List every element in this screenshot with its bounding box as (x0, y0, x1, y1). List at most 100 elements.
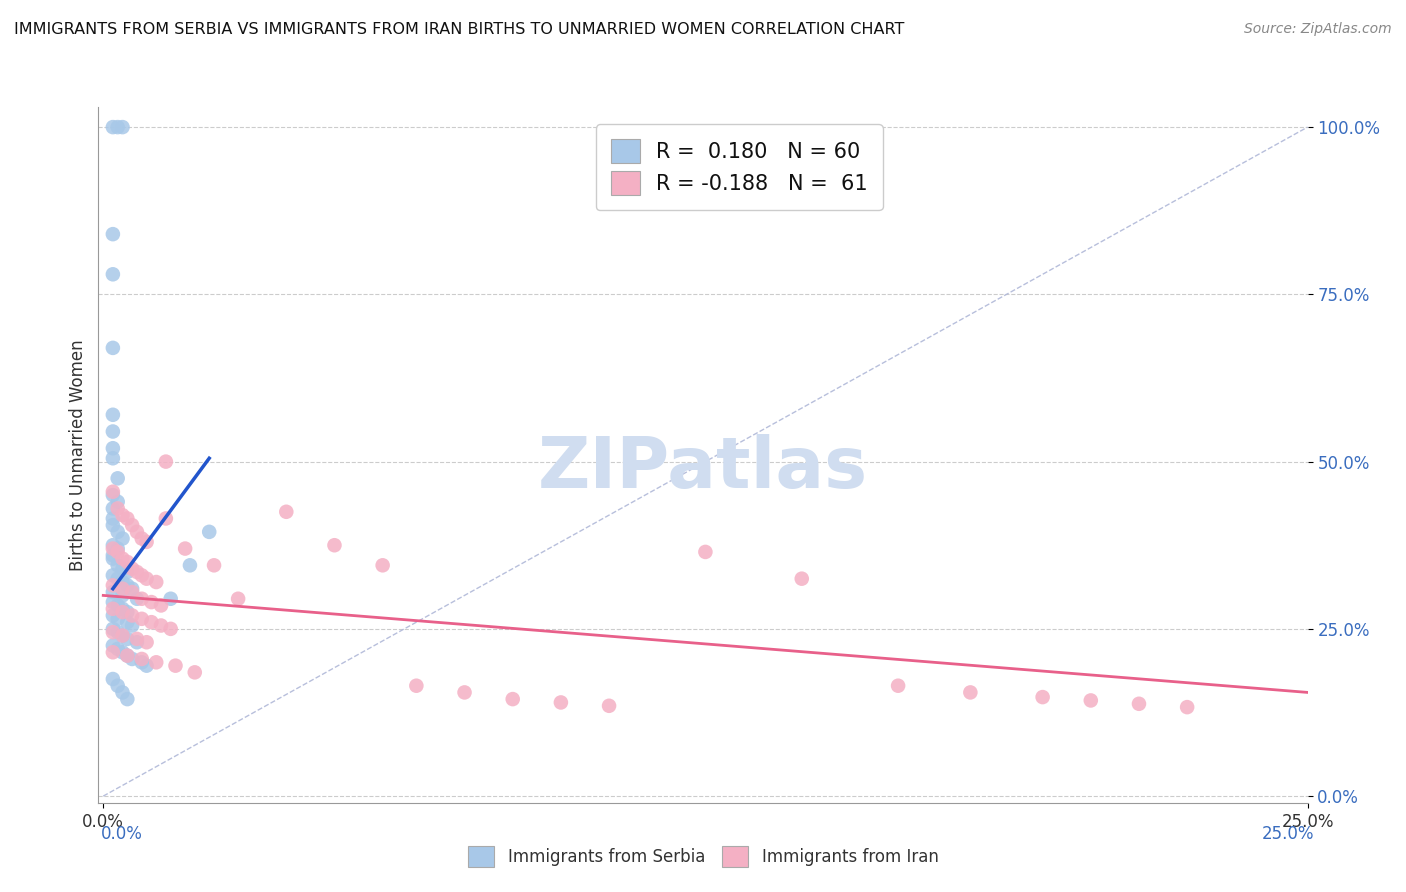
Point (111, 628, 134, 642)
Point (598, 698, 620, 713)
Point (198, 524, 221, 539)
Point (1032, 690, 1054, 705)
Point (453, 685, 475, 699)
Point (174, 541, 197, 556)
Point (117, 565, 139, 579)
Point (107, 120, 129, 135)
Point (145, 575, 167, 590)
Point (111, 508, 134, 523)
Point (111, 605, 134, 619)
Point (135, 658, 157, 673)
Point (323, 538, 346, 552)
Point (101, 622, 124, 636)
Point (131, 652, 153, 666)
Point (101, 672, 124, 686)
Text: ZIPatlas: ZIPatlas (538, 434, 868, 503)
Point (179, 558, 201, 573)
Point (101, 585, 124, 599)
Point (101, 488, 124, 502)
Text: IMMIGRANTS FROM SERBIA VS IMMIGRANTS FROM IRAN BIRTHS TO UNMARRIED WOMEN CORRELA: IMMIGRANTS FROM SERBIA VS IMMIGRANTS FRO… (14, 22, 904, 37)
Point (276, 505, 298, 519)
Point (145, 655, 167, 669)
Point (107, 558, 129, 573)
Point (111, 589, 134, 603)
Point (117, 511, 139, 525)
Point (125, 632, 148, 646)
Point (131, 568, 153, 582)
Point (111, 120, 134, 135)
Y-axis label: Births to Unmarried Women: Births to Unmarried Women (69, 339, 87, 571)
Point (135, 535, 157, 549)
Point (131, 532, 153, 546)
Point (107, 679, 129, 693)
Point (141, 595, 163, 609)
Point (550, 696, 572, 710)
Point (107, 541, 129, 556)
Point (101, 568, 124, 582)
Point (131, 591, 153, 606)
Point (371, 558, 394, 573)
Legend: R =  0.180   N = 60, R = -0.188   N =  61: R = 0.180 N = 60, R = -0.188 N = 61 (596, 124, 883, 210)
Point (155, 455, 177, 469)
Text: 0.0%: 0.0% (101, 825, 143, 843)
Point (117, 555, 139, 569)
Point (111, 562, 134, 576)
Point (141, 615, 163, 630)
Point (111, 551, 134, 566)
Point (111, 628, 134, 642)
Point (101, 625, 124, 640)
Point (117, 615, 139, 630)
Point (101, 120, 124, 135)
Point (125, 565, 148, 579)
Point (111, 602, 134, 616)
Point (101, 578, 124, 592)
Point (790, 572, 813, 586)
Point (887, 679, 910, 693)
Point (101, 268, 124, 282)
Point (101, 538, 124, 552)
Point (1080, 693, 1102, 707)
Point (101, 548, 124, 563)
Point (159, 622, 181, 636)
Point (135, 635, 157, 649)
Point (107, 471, 129, 485)
Point (121, 585, 143, 599)
Point (117, 632, 139, 646)
Text: 25.0%: 25.0% (1263, 825, 1315, 843)
Point (1128, 697, 1150, 711)
Point (101, 645, 124, 659)
Point (117, 605, 139, 619)
Point (226, 591, 249, 606)
Point (107, 612, 129, 626)
Point (101, 341, 124, 355)
Point (111, 582, 134, 596)
Point (107, 642, 129, 657)
Text: Source: ZipAtlas.com: Source: ZipAtlas.com (1244, 22, 1392, 37)
Point (184, 665, 207, 680)
Point (131, 612, 153, 626)
Point (107, 524, 129, 539)
Point (131, 655, 153, 669)
Point (117, 578, 139, 592)
Point (121, 608, 143, 623)
Point (111, 532, 134, 546)
Point (959, 685, 981, 699)
Point (111, 685, 134, 699)
Point (107, 494, 129, 508)
Point (125, 524, 148, 539)
Point (121, 562, 143, 576)
Point (155, 511, 177, 525)
Point (1175, 700, 1198, 714)
Point (107, 501, 129, 516)
Point (502, 692, 524, 706)
Point (101, 425, 124, 439)
Point (101, 451, 124, 466)
Point (101, 484, 124, 499)
Point (107, 599, 129, 613)
Point (101, 442, 124, 456)
Point (150, 599, 173, 613)
Point (101, 511, 124, 525)
Point (125, 635, 148, 649)
Point (135, 572, 157, 586)
Point (101, 227, 124, 242)
